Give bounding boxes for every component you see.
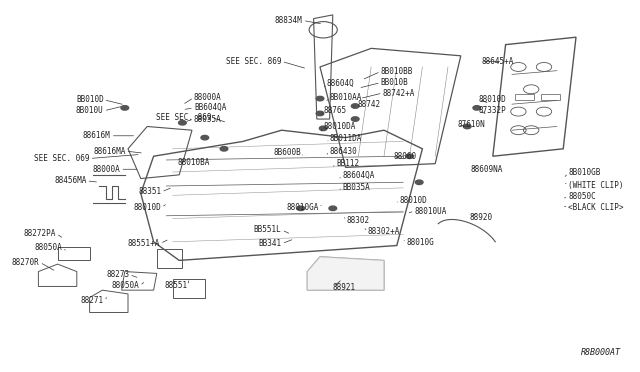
Circle shape	[463, 124, 471, 129]
Circle shape	[316, 96, 324, 101]
Polygon shape	[307, 257, 384, 290]
Text: 88000A: 88000A	[194, 93, 221, 102]
Text: BB010B: BB010B	[381, 78, 408, 87]
Text: 88834M: 88834M	[275, 16, 303, 25]
Circle shape	[220, 147, 228, 151]
Text: 88551: 88551	[164, 281, 188, 290]
Circle shape	[351, 117, 359, 121]
Text: 88302+A: 88302+A	[368, 227, 401, 236]
Text: 88010UA: 88010UA	[415, 207, 447, 216]
Text: 88351: 88351	[138, 187, 161, 196]
Text: 8B010GB: 8B010GB	[568, 169, 601, 177]
Text: 88456MA: 88456MA	[54, 176, 86, 185]
Circle shape	[415, 180, 423, 185]
Text: 88035A: 88035A	[194, 115, 221, 124]
Text: 8B010AA: 8B010AA	[330, 93, 362, 102]
Text: 8B010BB: 8B010BB	[381, 67, 413, 76]
Circle shape	[473, 106, 481, 110]
Text: BB341: BB341	[259, 239, 282, 248]
Circle shape	[316, 111, 324, 116]
Text: 88060: 88060	[394, 153, 417, 161]
Text: 88604QA: 88604QA	[342, 171, 375, 180]
Text: 88272PA: 88272PA	[24, 229, 56, 238]
Text: 88609NA: 88609NA	[470, 165, 503, 174]
Text: 88920: 88920	[469, 213, 492, 222]
Circle shape	[121, 106, 129, 110]
Circle shape	[179, 121, 186, 125]
Text: 88010D: 88010D	[400, 196, 428, 205]
Text: 87332P: 87332P	[479, 106, 506, 115]
Text: 88010D: 88010D	[134, 203, 161, 212]
Text: 88742+A: 88742+A	[383, 89, 415, 97]
Text: 88551+A: 88551+A	[127, 239, 160, 248]
Text: <BLACK CLIP>: <BLACK CLIP>	[568, 203, 624, 212]
Text: 88302: 88302	[347, 216, 370, 225]
Circle shape	[201, 135, 209, 140]
Text: 88010DA: 88010DA	[323, 122, 356, 131]
Text: 88645+A: 88645+A	[481, 57, 514, 66]
Text: 88616MA: 88616MA	[93, 147, 125, 155]
Text: 87610N: 87610N	[458, 120, 485, 129]
Text: BB551L: BB551L	[254, 225, 282, 234]
Text: SEE SEC. 069: SEE SEC. 069	[34, 154, 90, 163]
Text: SEE SEC. 869: SEE SEC. 869	[156, 113, 211, 122]
Text: 88616M: 88616M	[83, 131, 111, 140]
Text: 8B011DA: 8B011DA	[330, 134, 362, 143]
Text: BB010D: BB010D	[76, 95, 104, 104]
Text: 8B010U: 8B010U	[76, 106, 104, 115]
Text: 88010GA: 88010GA	[286, 203, 319, 212]
Text: BB035A: BB035A	[342, 183, 370, 192]
Text: 88742: 88742	[357, 100, 380, 109]
Text: 88604Q: 88604Q	[326, 79, 354, 88]
Text: 88050A: 88050A	[112, 281, 140, 290]
Text: (WHITE CLIP): (WHITE CLIP)	[568, 181, 624, 190]
Text: 88273: 88273	[106, 270, 129, 279]
Text: 88010D: 88010D	[479, 95, 506, 104]
Text: 886430: 886430	[330, 147, 357, 156]
Circle shape	[297, 206, 305, 211]
Circle shape	[406, 154, 413, 158]
Text: 88271: 88271	[81, 296, 104, 305]
Text: BB604QA: BB604QA	[194, 103, 227, 112]
Circle shape	[319, 126, 327, 131]
Text: 88270R: 88270R	[12, 258, 40, 267]
Text: BB112: BB112	[336, 159, 359, 168]
Circle shape	[329, 206, 337, 211]
Text: 88050A: 88050A	[35, 243, 63, 252]
Text: 88010BA: 88010BA	[178, 158, 211, 167]
Text: 88050C: 88050C	[568, 192, 596, 201]
Text: 88000A: 88000A	[93, 165, 120, 174]
Text: 88921: 88921	[333, 283, 356, 292]
Text: SEE SEC. 869: SEE SEC. 869	[226, 57, 282, 66]
Text: 88010G: 88010G	[406, 238, 434, 247]
Text: 88765: 88765	[323, 106, 346, 115]
Circle shape	[351, 104, 359, 108]
Text: 8B600B: 8B600B	[273, 148, 301, 157]
Text: R8B000AT: R8B000AT	[581, 348, 621, 357]
